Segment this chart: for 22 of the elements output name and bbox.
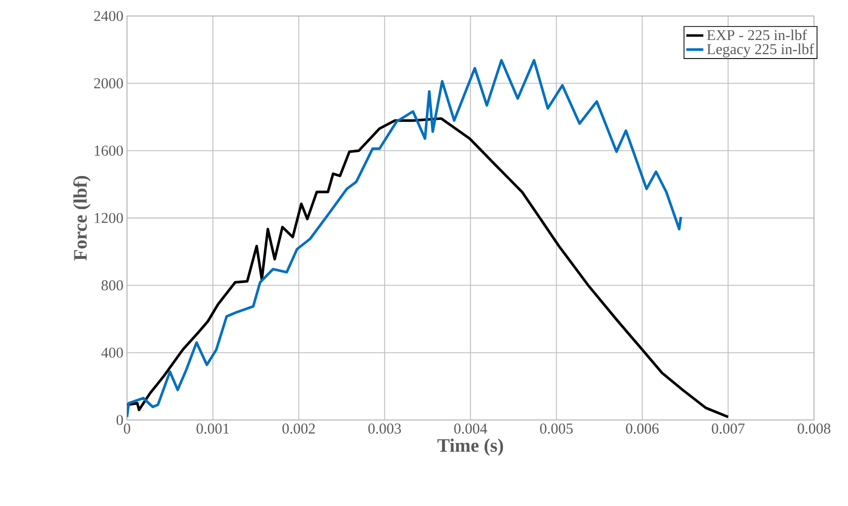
x-tick-label: 0.004 <box>454 424 488 434</box>
x-tick-label: 0.006 <box>626 424 659 434</box>
y-tick-label: 800 <box>102 280 123 290</box>
x-tick-label: 0 <box>124 424 130 434</box>
y-tick-label: 400 <box>101 348 123 358</box>
legend-label: Legacy 225 in-lbf <box>707 44 814 58</box>
x-tick-label: 0.007 <box>712 424 745 434</box>
y-axis-title: Force (lbf) <box>73 176 91 260</box>
y-tick-label: 1200 <box>94 212 123 224</box>
y-tick-label: 1600 <box>94 146 123 156</box>
x-axis-title: Time (s) <box>437 438 503 456</box>
x-tick-label: 0.003 <box>368 424 401 434</box>
x-tick-label: 0.008 <box>798 424 830 434</box>
line-series <box>127 58 682 418</box>
x-tick-label: 0.002 <box>282 424 315 434</box>
x-tick-label: 0.001 <box>196 424 229 434</box>
y-tick-label: 2400 <box>94 10 123 22</box>
legend-label: EXP - 225 in-lbf <box>707 29 808 40</box>
line-series <box>127 117 730 418</box>
y-tick-label: 0 <box>116 414 123 426</box>
x-tick-label: 0.005 <box>540 424 573 434</box>
y-tick-label: 2000 <box>94 78 123 88</box>
